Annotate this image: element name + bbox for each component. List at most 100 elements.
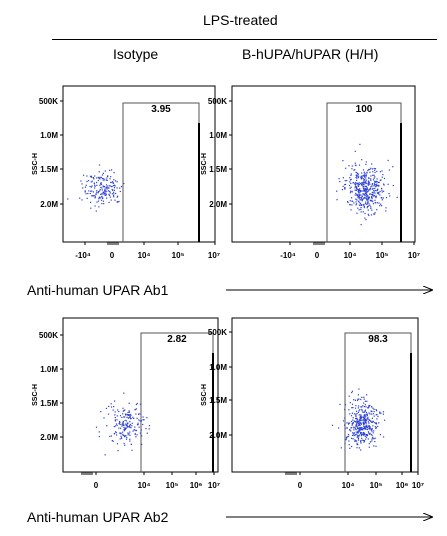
event-dot [366,189,368,191]
event-dot [103,178,105,180]
event-dot [108,405,110,407]
event-dot [363,396,365,398]
event-dot [362,416,364,418]
event-dot [359,427,361,429]
event-dot [98,171,100,173]
event-dot [372,179,375,181]
event-dot [349,447,351,449]
event-dot [342,420,345,422]
event-dot [117,409,119,411]
event-dot [362,433,364,435]
event-dot [361,182,363,184]
event-dot [374,441,376,443]
event-dot [129,423,132,426]
event-dot [94,205,96,207]
event-dot [110,406,113,408]
event-dot [100,183,103,185]
event-dot [367,213,369,215]
event-dot [106,190,108,192]
event-dot [123,435,125,437]
event-dot [375,422,377,424]
event-dot [358,427,360,429]
event-dot [367,180,370,182]
event-dot [112,440,114,442]
event-dot [363,190,365,192]
event-dot [107,187,109,189]
event-dot [116,187,118,189]
event-dot [112,189,114,191]
event-dot [346,180,348,182]
event-dot [342,160,344,162]
event-dot [358,434,361,436]
event-dot [116,424,118,426]
event-dot [124,435,127,437]
event-dot [360,211,362,213]
event-dot [119,190,121,193]
event-dot [363,416,365,418]
event-dot [369,183,371,185]
event-dot [376,413,378,416]
x-tick-label: 10⁶ [190,481,203,490]
event-dot [369,429,371,431]
event-dot [362,422,364,424]
event-dot [366,413,368,415]
event-dot [359,428,361,430]
event-dot [91,195,93,197]
event-dot [106,187,108,189]
event-dot [125,413,127,415]
event-dot [137,424,139,426]
header-rule [52,39,437,40]
event-dot [355,415,357,418]
event-dot [358,435,360,437]
event-dot [114,420,116,422]
event-dot [129,416,131,418]
event-dot [365,175,367,177]
event-dot [370,214,373,216]
event-dot [94,197,96,199]
event-dot [112,184,115,187]
event-dot [107,175,109,178]
event-dot [372,192,374,194]
event-dot [363,182,365,184]
event-dot [353,435,355,437]
event-dot [362,181,364,183]
y-axis-label: SSC-H [32,153,39,175]
event-dot [362,421,364,423]
event-dot [120,435,122,437]
event-dot [123,392,125,394]
event-dot [126,413,129,415]
event-dot [90,186,92,188]
event-dot [364,415,366,417]
event-dot [355,204,357,206]
event-dot [381,176,383,178]
event-dot [127,417,129,419]
event-dot [145,428,147,430]
event-dot [360,422,362,424]
event-dot [379,190,381,193]
event-dot [102,172,104,174]
event-dot [359,199,361,201]
event-dot [357,195,359,197]
event-dot [373,430,375,432]
event-dot [379,434,381,436]
event-dot [139,420,141,422]
event-dot [113,172,115,174]
event-dot [128,425,130,428]
event-dot [374,189,377,192]
event-dot [109,192,111,194]
event-dot [362,187,364,189]
event-dot [101,174,104,176]
event-dot [126,416,128,418]
event-dot [363,414,365,416]
event-dot [352,407,354,409]
event-dot [102,185,104,187]
y-axis-label: SSC-H [32,384,39,406]
event-dot [109,435,111,437]
event-dot [95,193,97,195]
event-dot [358,201,360,203]
event-dot [96,181,98,184]
event-dot [122,423,125,425]
event-dot [363,441,365,443]
event-dot [364,435,366,437]
event-dot [376,189,378,191]
